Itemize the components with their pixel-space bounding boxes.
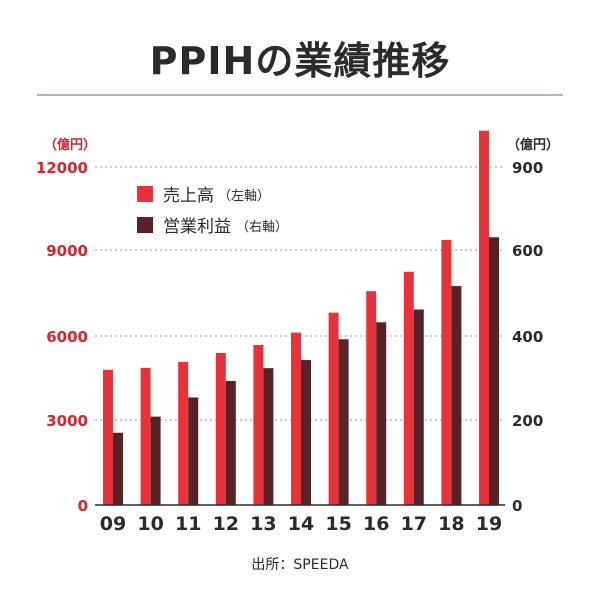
- bar-profit-14: [301, 360, 311, 505]
- legend-sublabel-sales: （左軸）: [218, 189, 270, 204]
- bar-profit-19: [489, 237, 499, 505]
- axes: 0 0 3000 200 6000 400 9000 600 12000 900 09 10 11 12 1…: [36, 159, 544, 535]
- right-tick-label: 600: [512, 242, 543, 260]
- bar-profit-09: [113, 432, 123, 505]
- x-tick-label: 16: [363, 513, 389, 535]
- bar-profit-15: [338, 339, 349, 505]
- bar-profit-18: [451, 286, 462, 505]
- chart-title: PPIHの業績推移: [149, 39, 451, 83]
- legend-sublabel-profit: （右軸）: [236, 220, 288, 235]
- bar-sales-12: [215, 352, 226, 505]
- bar-sales-15: [328, 312, 339, 505]
- legend-swatch-sales: [137, 186, 153, 202]
- bar-sales-09: [103, 369, 113, 505]
- title-divider: [37, 94, 563, 96]
- legend-label-profit: 営業利益: [163, 217, 231, 237]
- x-tick-label: 18: [438, 513, 464, 535]
- bar-sales-18: [441, 239, 452, 505]
- bar-sales-13: [253, 345, 264, 505]
- right-tick-label: 0: [512, 497, 522, 515]
- bar-profit-17: [413, 309, 424, 505]
- x-tick-label: 13: [250, 513, 276, 535]
- left-tick-label: 6000: [46, 328, 88, 346]
- x-tick-label: 17: [401, 513, 427, 535]
- left-tick-label: 12000: [36, 159, 88, 177]
- bar-sales-19: [479, 130, 489, 506]
- legend: 売上高 （左軸） 営業利益 （右軸）: [137, 186, 288, 237]
- right-tick-label: 400: [512, 328, 543, 346]
- source-note: 出所：SPEEDA: [251, 557, 349, 573]
- x-tick-label: 12: [213, 513, 239, 535]
- left-tick-label: 9000: [46, 242, 88, 260]
- legend-swatch-profit: [137, 217, 153, 233]
- bar-sales-14: [291, 332, 301, 505]
- bar-sales-16: [366, 291, 377, 505]
- x-tick-label: 15: [325, 513, 351, 535]
- bar-sales-17: [403, 271, 414, 505]
- x-tick-label: 09: [100, 513, 126, 535]
- right-tick-label: 200: [512, 412, 543, 430]
- bars: [103, 130, 499, 506]
- legend-label-sales: 売上高: [163, 186, 214, 206]
- x-tick-label: 19: [476, 513, 502, 535]
- bar-profit-12: [225, 380, 236, 505]
- bar-profit-11: [188, 397, 199, 505]
- bar-profit-16: [376, 322, 387, 505]
- x-tick-label: 14: [288, 513, 314, 535]
- bar-profit-10: [150, 416, 161, 505]
- x-tick-label: 10: [137, 513, 163, 535]
- left-axis-unit: （億円）: [44, 137, 96, 153]
- bar-sales-11: [178, 361, 189, 505]
- bar-sales-10: [140, 367, 151, 505]
- right-axis-unit: （億円）: [507, 137, 559, 153]
- x-tick-label: 11: [175, 513, 201, 535]
- bar-profit-13: [263, 368, 274, 505]
- left-tick-label: 0: [78, 497, 88, 515]
- right-tick-label: 900: [512, 159, 543, 177]
- left-tick-label: 3000: [46, 412, 88, 430]
